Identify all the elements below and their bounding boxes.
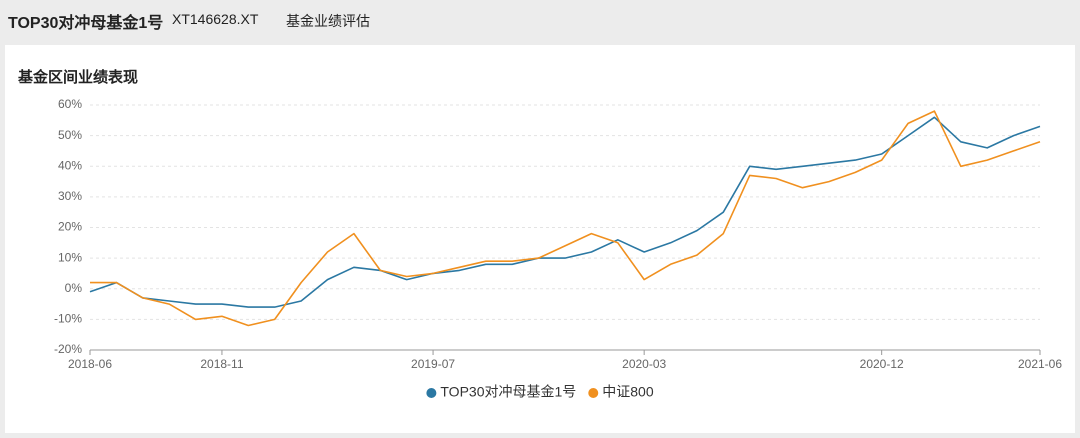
top-bar: TOP30对冲母基金1号 XT146628.XT 基金业绩评估 bbox=[0, 0, 1080, 40]
legend-marker bbox=[426, 388, 437, 398]
legend-label: 中证800 bbox=[602, 384, 654, 400]
series-line bbox=[89, 116, 1041, 308]
y-tick-label: 40% bbox=[58, 158, 82, 172]
fund-code: XT146628.XT bbox=[172, 11, 259, 27]
card: 基金区间业绩表现 -20% -10% 0% 10% 20% 30% 40% 50% 60% 201… bbox=[5, 45, 1075, 433]
series-line bbox=[90, 110, 1041, 327]
legend-label: TOP30对冲母基金1号 bbox=[440, 384, 576, 400]
y-tick-label: 30% bbox=[58, 189, 82, 203]
x-tick-label: 2021-06 bbox=[1018, 357, 1062, 371]
y-tick-label: -10% bbox=[54, 312, 82, 326]
fund-title: TOP30对冲母基金1号 bbox=[8, 15, 164, 32]
chart: 基金区间业绩表现 -20% -10% 0% 10% 20% 30% 40% 50% 60% 201… bbox=[17, 68, 1062, 400]
x-tick-label: 2019-07 bbox=[411, 357, 455, 371]
y-tick-label: -20% bbox=[54, 342, 82, 356]
x-tick-label: 2018-11 bbox=[200, 357, 243, 371]
y-tick-label: 50% bbox=[58, 128, 82, 142]
x-tick-label: 2020-12 bbox=[860, 357, 904, 371]
y-tick-label: 60% bbox=[58, 97, 82, 111]
x-tick-label: 2020-03 bbox=[622, 357, 666, 371]
x-tick-label: 2018-06 bbox=[68, 357, 112, 371]
page-subtitle: 基金业绩评估 bbox=[286, 13, 370, 29]
legend-marker bbox=[588, 388, 599, 398]
y-tick-label: 20% bbox=[58, 220, 82, 234]
chart-title: 基金区间业绩表现 bbox=[17, 68, 138, 86]
y-tick-label: 0% bbox=[65, 281, 83, 295]
y-tick-label: 10% bbox=[58, 250, 82, 264]
